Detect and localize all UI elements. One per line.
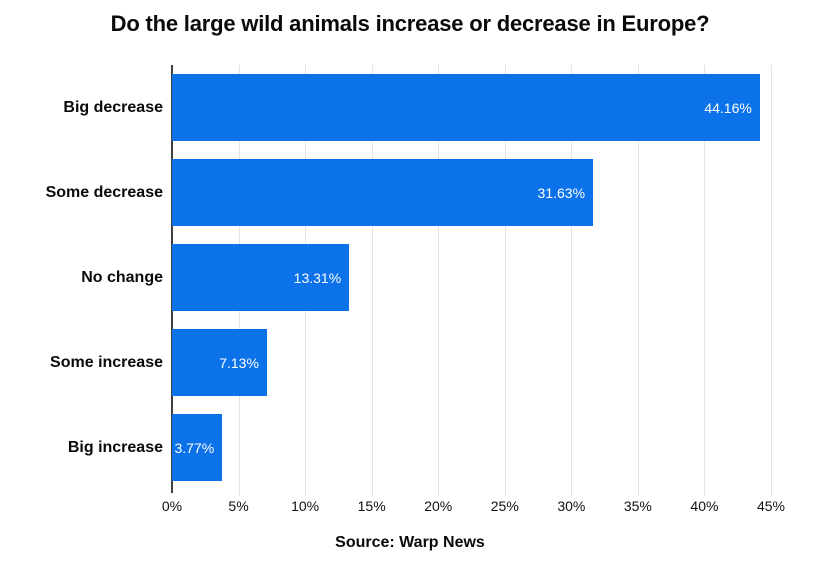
gridline	[637, 65, 639, 496]
chart-title: Do the large wild animals increase or de…	[110, 11, 710, 36]
bar-value-label: 3.77%	[174, 439, 215, 456]
bar-value-label: 31.63%	[537, 184, 586, 201]
gridline	[771, 65, 772, 496]
gridline	[571, 65, 573, 496]
bar-value-label: 44.16%	[704, 99, 752, 116]
category-label: Big increase	[67, 438, 163, 456]
category-label: Some decrease	[45, 183, 163, 201]
x-tick-label: 30%	[557, 498, 586, 514]
bar-big-increase: 3.77%	[172, 414, 223, 481]
bar-value-label: 13.31%	[293, 269, 342, 286]
category-label: Some increase	[50, 353, 163, 371]
bar-no-change: 13.31%	[172, 244, 350, 311]
gridline	[704, 65, 706, 496]
category-label: No change	[81, 268, 163, 286]
x-tick-label: 35%	[623, 498, 652, 514]
x-tick-label: 10%	[291, 498, 320, 514]
gridline	[504, 65, 506, 496]
chart-source: Source: Warp News	[335, 534, 485, 551]
bar-some-decrease: 31.63%	[172, 159, 594, 226]
x-tick-label: 20%	[424, 498, 453, 514]
x-tick-label: 5%	[228, 498, 249, 514]
x-tick-label: 45%	[756, 498, 786, 514]
category-label: Big decrease	[63, 98, 163, 116]
x-tick-label: 0%	[161, 498, 183, 514]
gridline	[371, 65, 373, 496]
x-tick-label: 40%	[690, 498, 719, 514]
x-tick-label: 25%	[490, 498, 519, 514]
bar-some-increase: 7.13%	[172, 329, 267, 396]
bar-big-decrease: 44.16%	[172, 74, 760, 141]
x-tick-label: 15%	[357, 498, 386, 514]
bar-value-label: 7.13%	[219, 354, 259, 371]
gridline	[438, 65, 440, 496]
